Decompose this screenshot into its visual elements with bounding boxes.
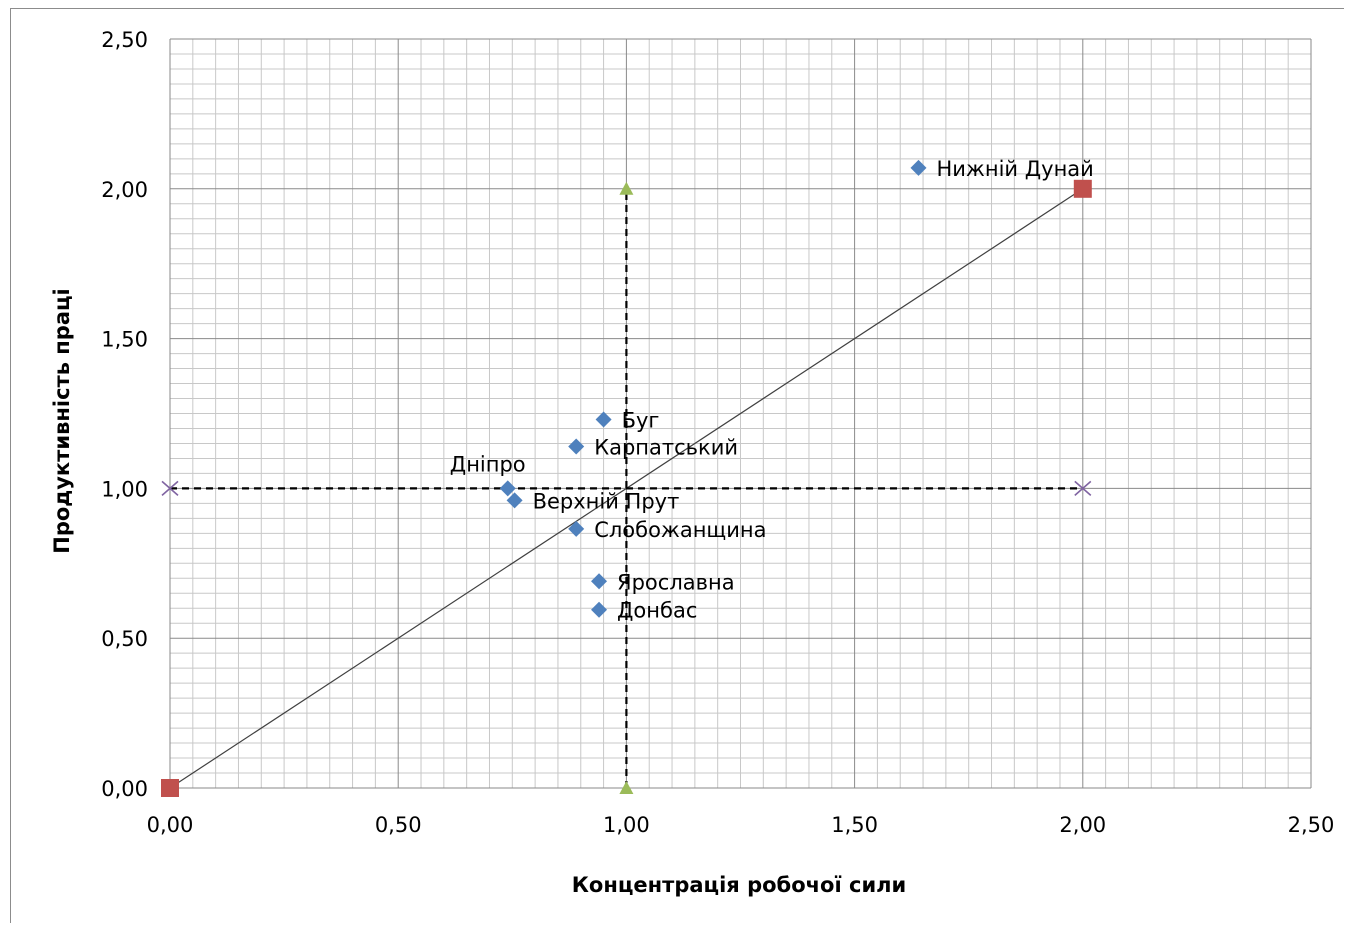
reference-markers (161, 179, 1092, 797)
y-tick-label: 0,00 (101, 777, 148, 801)
diagonal-square-marker (161, 779, 179, 797)
region-point-marker (595, 411, 612, 428)
region-point-label: Ярославна (617, 570, 735, 594)
horizontal-x-marker (1074, 480, 1092, 497)
x-tick-label: 2,50 (1288, 813, 1335, 837)
x-tick-label: 0,00 (147, 813, 194, 837)
y-tick-label: 0,50 (101, 627, 148, 651)
region-point-label: Нижній Дунай (936, 157, 1093, 181)
y-tick-label: 2,50 (101, 28, 148, 52)
region-point-marker (568, 520, 585, 537)
vertical-triangle-marker (619, 781, 634, 794)
region-point-marker (591, 573, 608, 590)
chart-frame: Нижній Дунай Буг Карпатський Дніпро Верхній … (10, 8, 1344, 923)
region-point-label: Буг (622, 408, 660, 432)
vertical-triangle-marker (619, 181, 634, 195)
scatter-plot: Нижній Дунай Буг Карпатський Дніпро Верхній … (50, 28, 1335, 897)
region-point-marker (568, 438, 585, 455)
region-point-marker (506, 492, 523, 509)
x-tick-label: 1,00 (603, 813, 650, 837)
region-labels: Нижній Дунай Буг Карпатський Дніпро Верхній … (450, 157, 1094, 623)
region-point-marker (591, 601, 608, 618)
reference-lines (169, 188, 1084, 789)
minor-gridlines (170, 39, 1311, 788)
region-point-label: Верхній Прут (533, 489, 680, 513)
x-tick-label: 0,50 (375, 813, 422, 837)
region-point-marker (910, 159, 927, 176)
y-axis-title: Продуктивність праці (50, 288, 74, 554)
y-axis-ticks: 0,00 0,50 1,00 1,50 2,00 2,50 (101, 28, 148, 801)
y-tick-label: 1,50 (101, 328, 148, 352)
y-tick-label: 1,00 (101, 477, 148, 501)
region-point-marker (499, 480, 516, 497)
x-axis-ticks: 0,00 0,50 1,00 1,50 2,00 2,50 (147, 813, 1335, 837)
region-point-label: Слобожанщина (594, 518, 766, 542)
region-point-label: Донбас (617, 599, 697, 623)
diagonal-square-marker (1073, 179, 1092, 198)
horizontal-x-marker (161, 480, 179, 497)
major-gridlines (169, 38, 1312, 789)
region-points (499, 159, 927, 618)
x-tick-label: 2,00 (1059, 813, 1106, 837)
region-point-label: Дніпро (450, 452, 526, 476)
y-tick-label: 2,00 (101, 178, 148, 202)
region-point-label: Карпатський (594, 435, 738, 459)
x-tick-label: 1,50 (831, 813, 878, 837)
x-axis-title: Концентрація робочої сили (572, 873, 907, 897)
